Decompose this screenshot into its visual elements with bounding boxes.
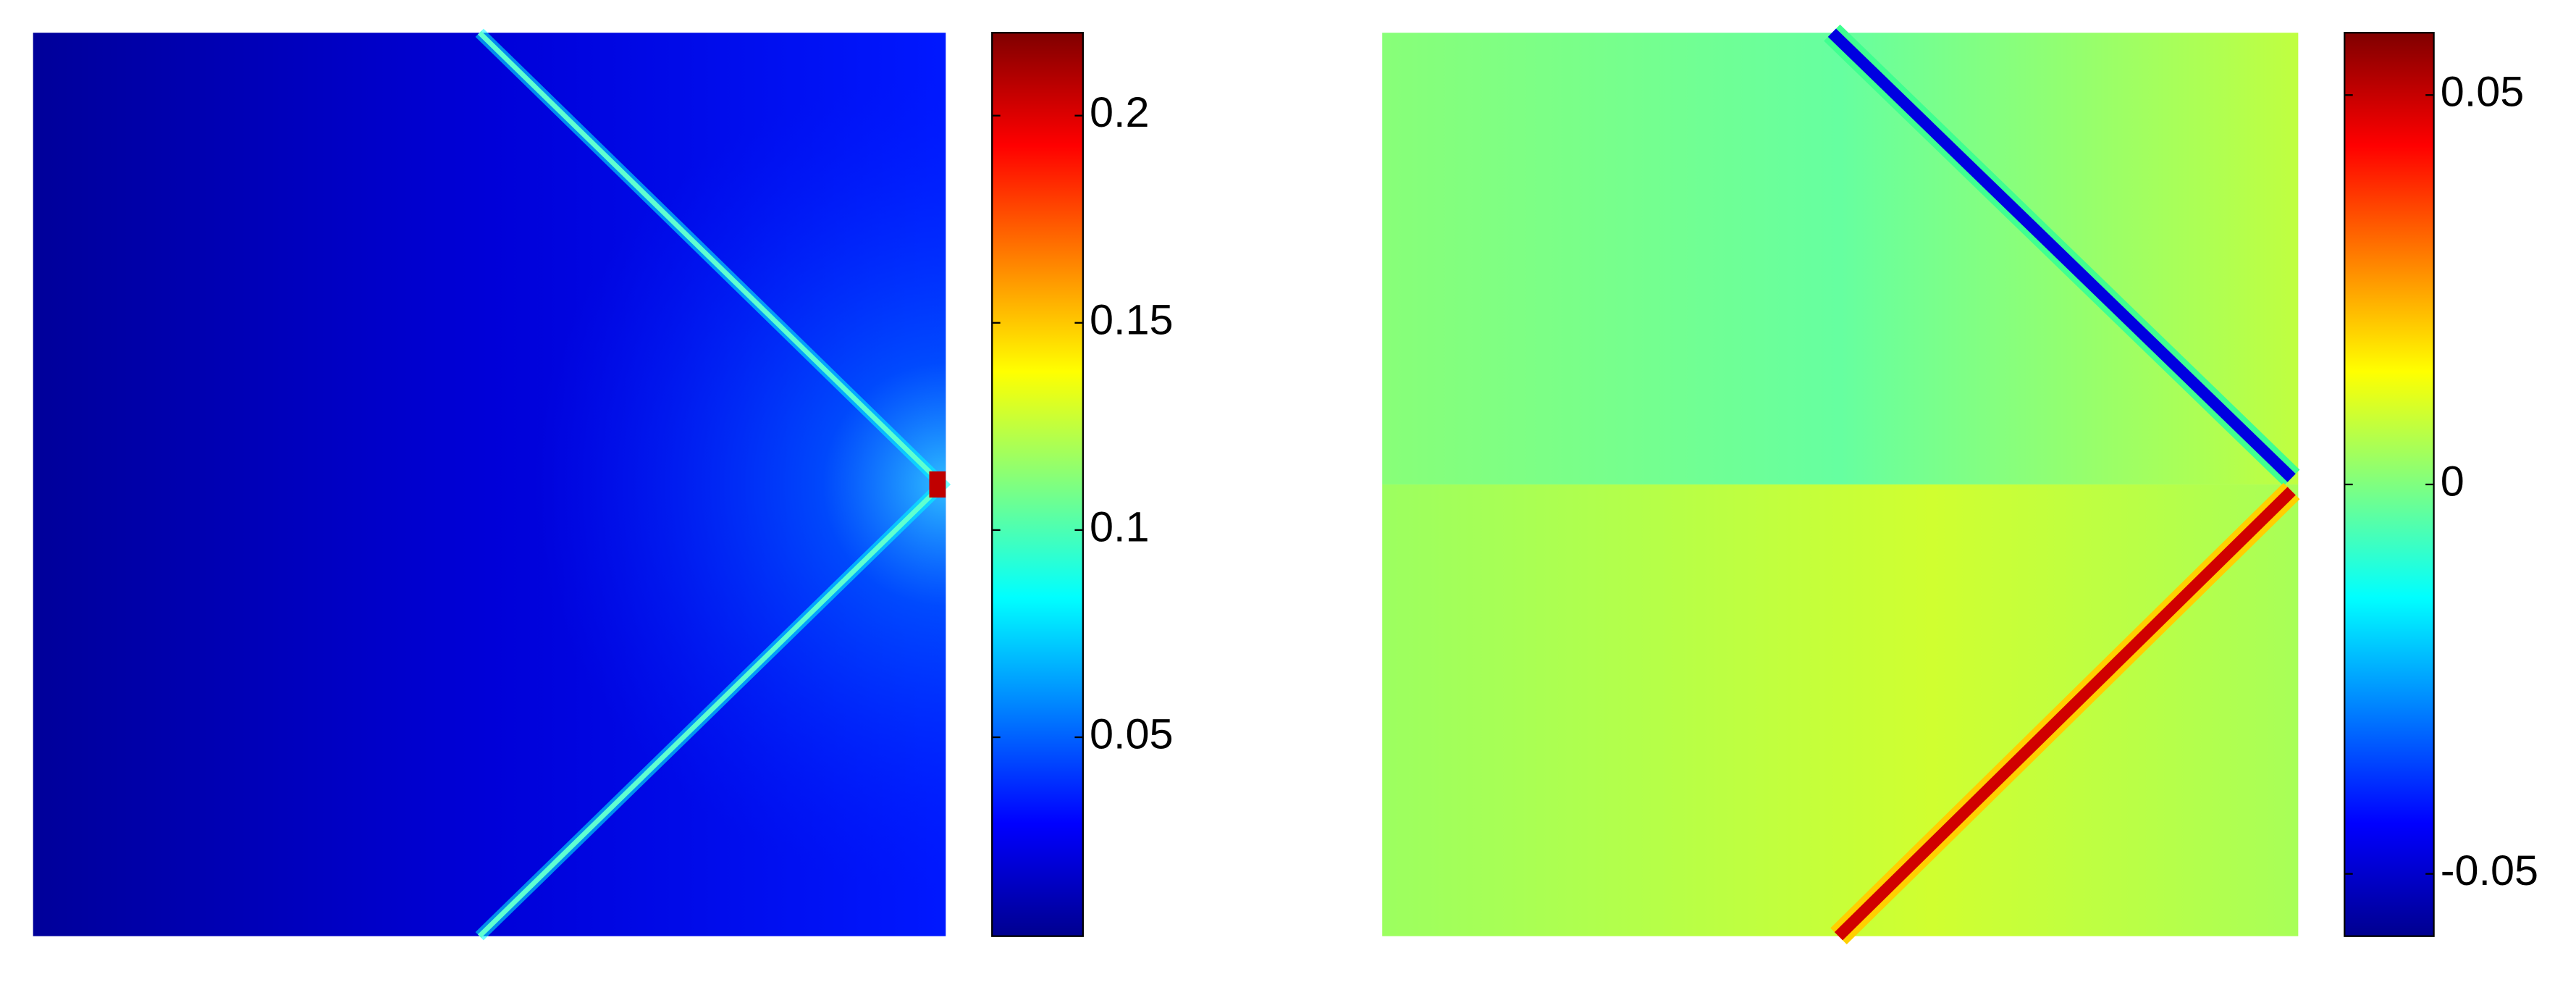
heatmap-right [1382,24,2300,944]
colorbar [2344,32,2435,937]
colorbar [991,32,1084,937]
colorbar-tick-label: -0.05 [2441,847,2538,894]
colorbar-tick-label: 0.2 [1090,88,1150,136]
colorbar-tick-label: 0.1 [1090,503,1150,551]
colorbar-tick-label: 0.05 [2441,68,2525,116]
colorbar-tick-label: 0.05 [1090,710,1174,758]
colorbar-tick-label: 0.15 [1090,296,1174,344]
colorbar-tick-label: 0 [2441,458,2465,505]
heatmap-left [33,28,951,941]
